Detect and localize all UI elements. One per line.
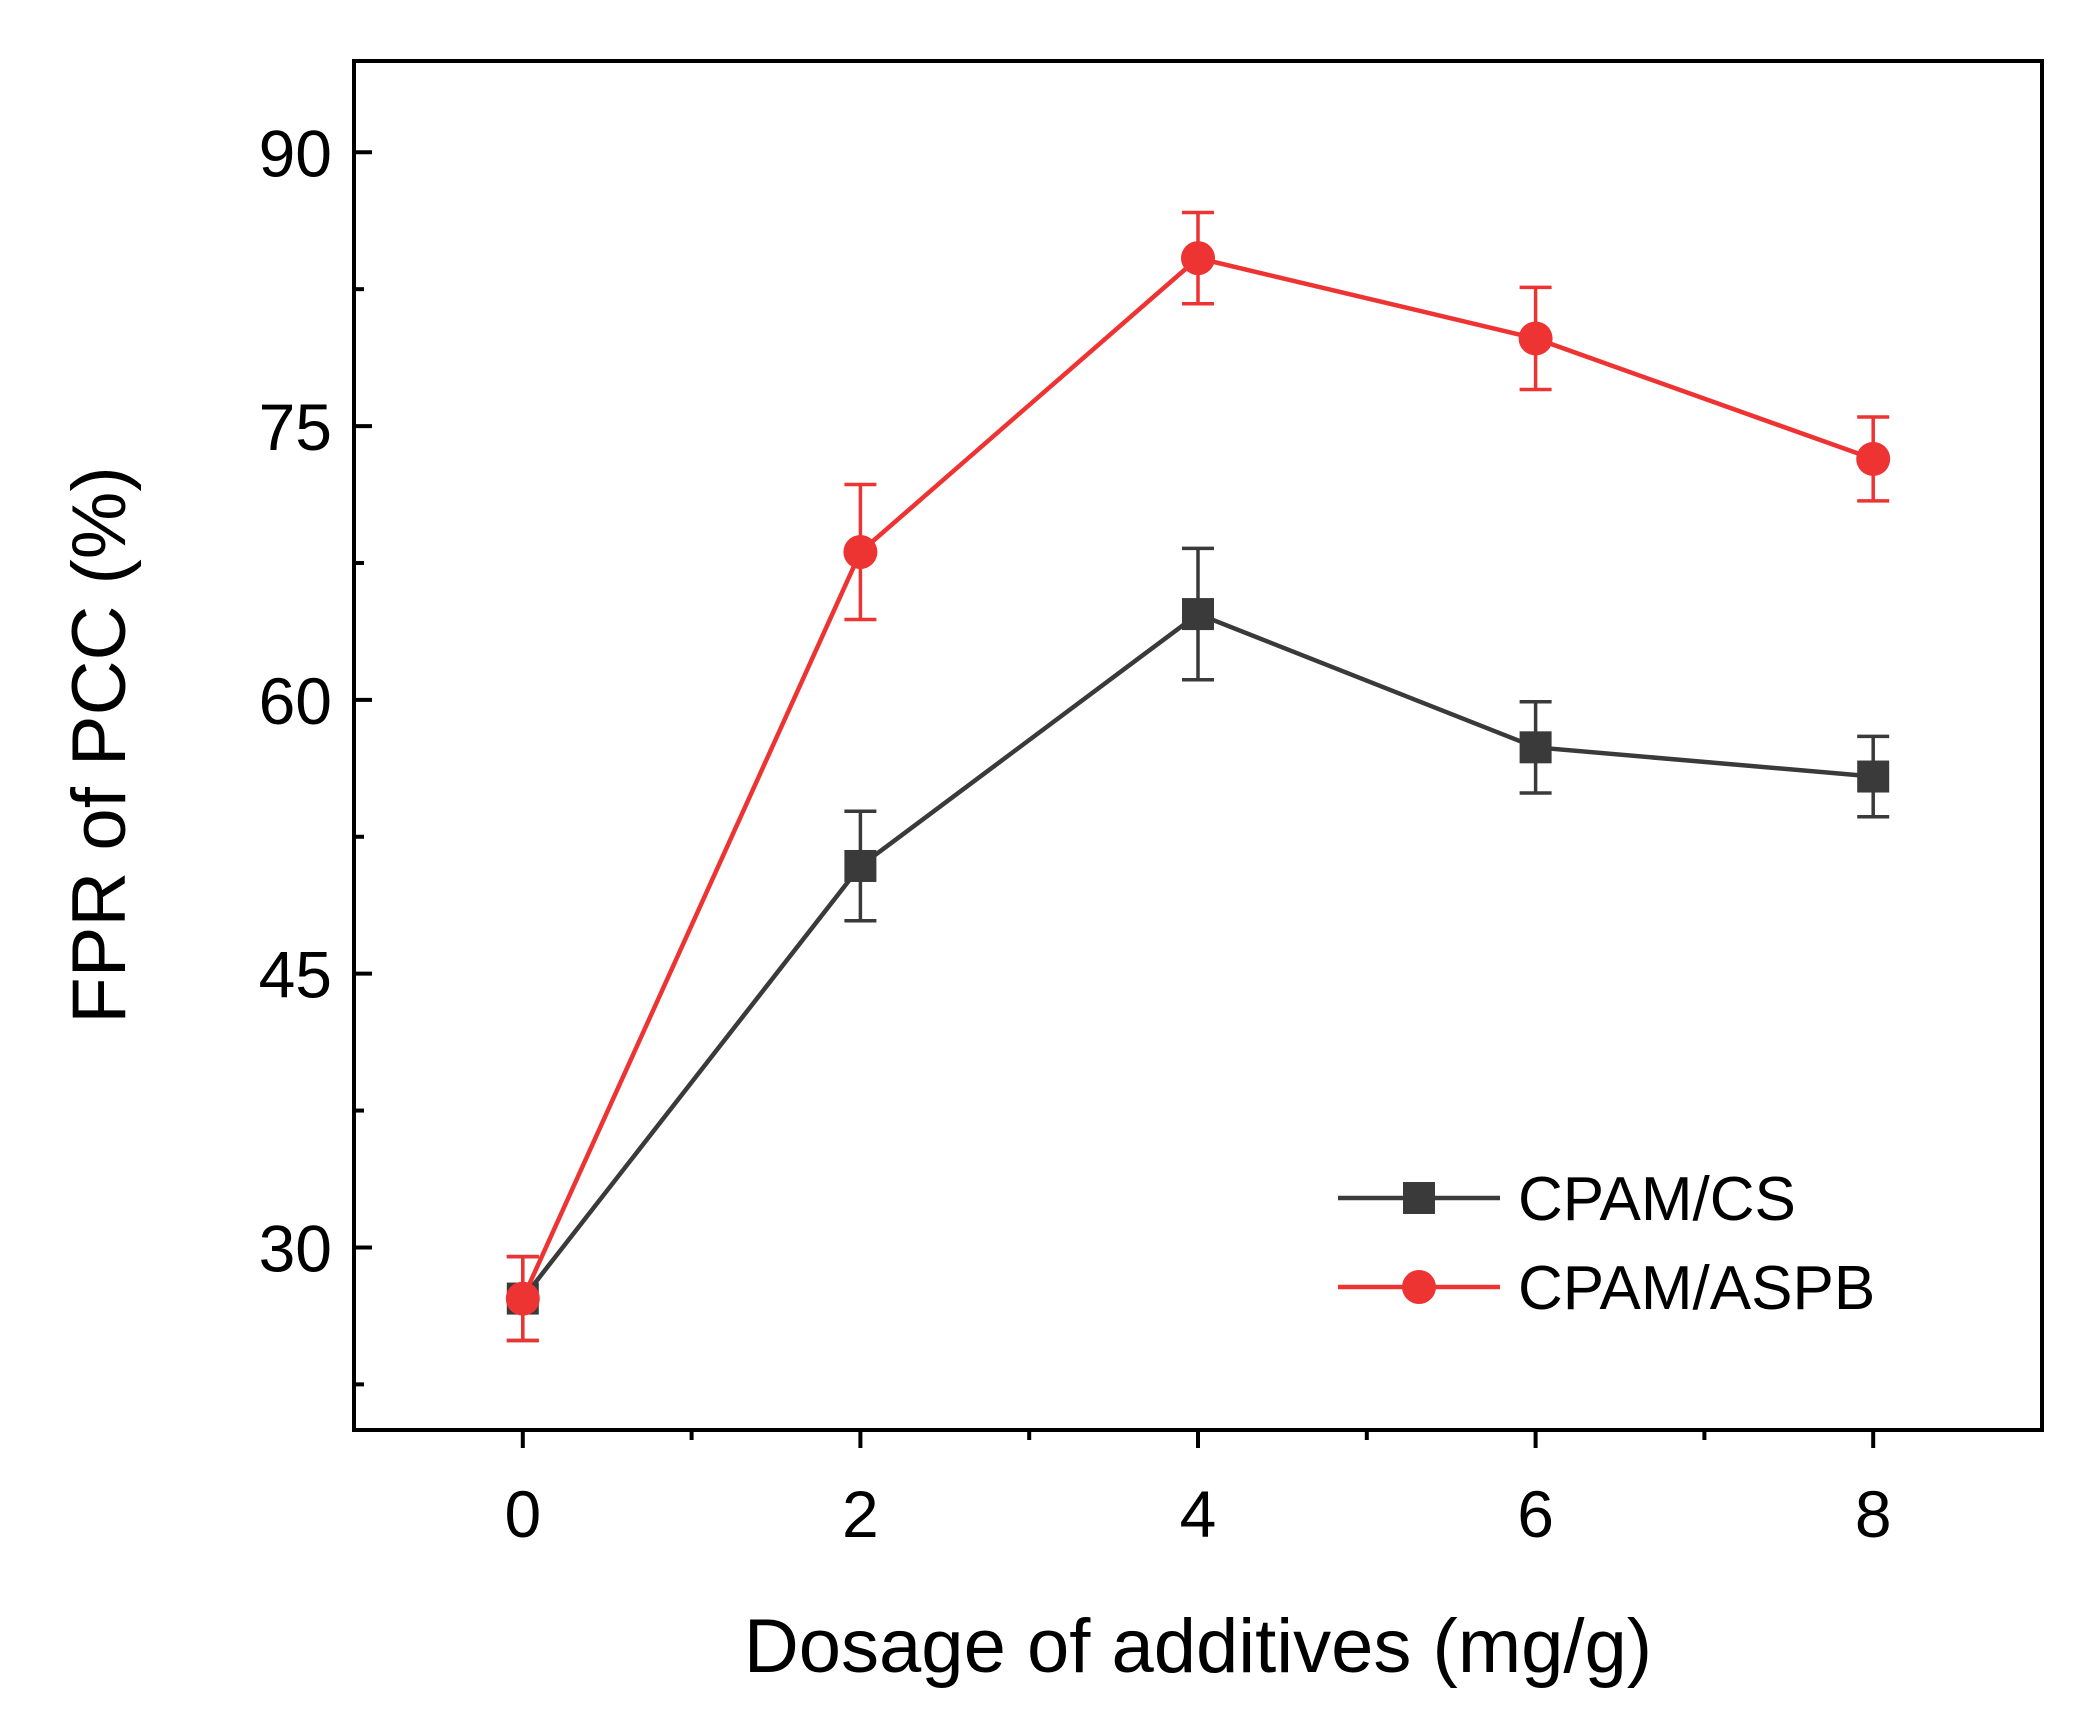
data-point <box>844 849 877 882</box>
data-point <box>505 1281 540 1316</box>
data-point <box>1518 321 1553 356</box>
legend-item: CPAM/CS <box>1338 1165 1796 1234</box>
legend-marker <box>1403 1182 1435 1214</box>
y-tick-label: 60 <box>259 664 332 738</box>
x-axis-title: Dosage of additives (mg/g) <box>744 1604 1652 1689</box>
data-point <box>1182 598 1214 631</box>
data-point <box>1181 241 1215 276</box>
data-point <box>1519 731 1552 764</box>
data-point <box>1857 760 1890 793</box>
legend-marker <box>1402 1270 1436 1304</box>
legend-item: CPAM/ASPB <box>1338 1254 1875 1323</box>
x-tick-label: 6 <box>1517 1477 1554 1551</box>
series-cpam-cs <box>506 546 1890 1343</box>
y-tick-label: 30 <box>259 1211 332 1285</box>
y-axis-ticks: 30 45 60 75 90 <box>259 116 372 1387</box>
data-point <box>843 535 878 570</box>
y-tick-label: 45 <box>259 938 332 1012</box>
y-axis-title: FPR of PCC (%) <box>57 466 142 1023</box>
y-tick-label: 90 <box>259 116 332 190</box>
x-tick-label: 8 <box>1855 1477 1892 1551</box>
legend-label: CPAM/ASPB <box>1518 1254 1875 1323</box>
series-cpam-aspb <box>505 210 1891 1343</box>
legend: CPAM/CS CPAM/ASPB <box>1338 1165 1875 1323</box>
x-tick-label: 0 <box>504 1477 541 1551</box>
x-tick-label: 2 <box>842 1477 879 1551</box>
data-point <box>1856 441 1891 476</box>
x-axis-ticks: 0 2 4 6 8 <box>504 1430 1892 1551</box>
series-layer <box>505 210 1891 1343</box>
legend-label: CPAM/CS <box>1518 1165 1796 1234</box>
y-tick-label: 75 <box>259 390 332 464</box>
x-tick-label: 4 <box>1180 1477 1217 1551</box>
